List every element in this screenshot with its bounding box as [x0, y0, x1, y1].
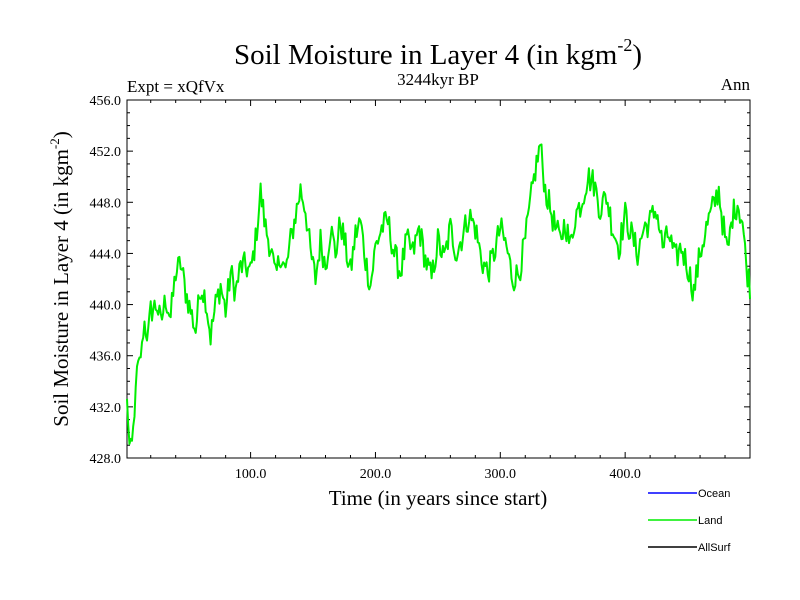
y-tick-label: 428.0 [90, 452, 122, 467]
y-tick-label: 436.0 [90, 350, 122, 365]
x-axis: 100.0 200.0 300.0 400.0 [150, 100, 726, 482]
period-label: 3244kyr BP [397, 70, 479, 89]
y-axis: 428.0 432.0 436.0 440.0 444.0 448.0 452.0 456.0 [90, 94, 750, 467]
y-tick-label: 448.0 [90, 196, 122, 211]
y-tick-label: 440.0 [90, 299, 122, 314]
x-tick-label: 100.0 [235, 467, 267, 482]
y-tick-label: 456.0 [90, 94, 122, 109]
y-axis-label: Soil Moisture in Layer 4 (in kgm-2) [47, 131, 73, 426]
y-tick-label: 432.0 [90, 401, 122, 416]
x-axis-label: Time (in years since start) [329, 486, 548, 510]
legend-allsurf-label: AllSurf [698, 542, 731, 554]
season-label: Ann [721, 75, 751, 94]
x-tick-label: 200.0 [360, 467, 392, 482]
x-tick-label: 400.0 [609, 467, 641, 482]
legend-land-label: Land [698, 515, 722, 527]
y-tick-label: 452.0 [90, 145, 122, 160]
chart-title: Soil Moisture in Layer 4 (in kgm-2) [234, 35, 642, 71]
experiment-label: Expt = xQfVx [127, 77, 225, 96]
x-tick-label: 300.0 [485, 467, 517, 482]
series-land-line [126, 143, 751, 445]
y-tick-label: 444.0 [90, 247, 122, 262]
legend: Ocean Land AllSurf [648, 488, 731, 554]
legend-ocean-label: Ocean [698, 488, 730, 500]
plot-frame [126, 99, 751, 459]
